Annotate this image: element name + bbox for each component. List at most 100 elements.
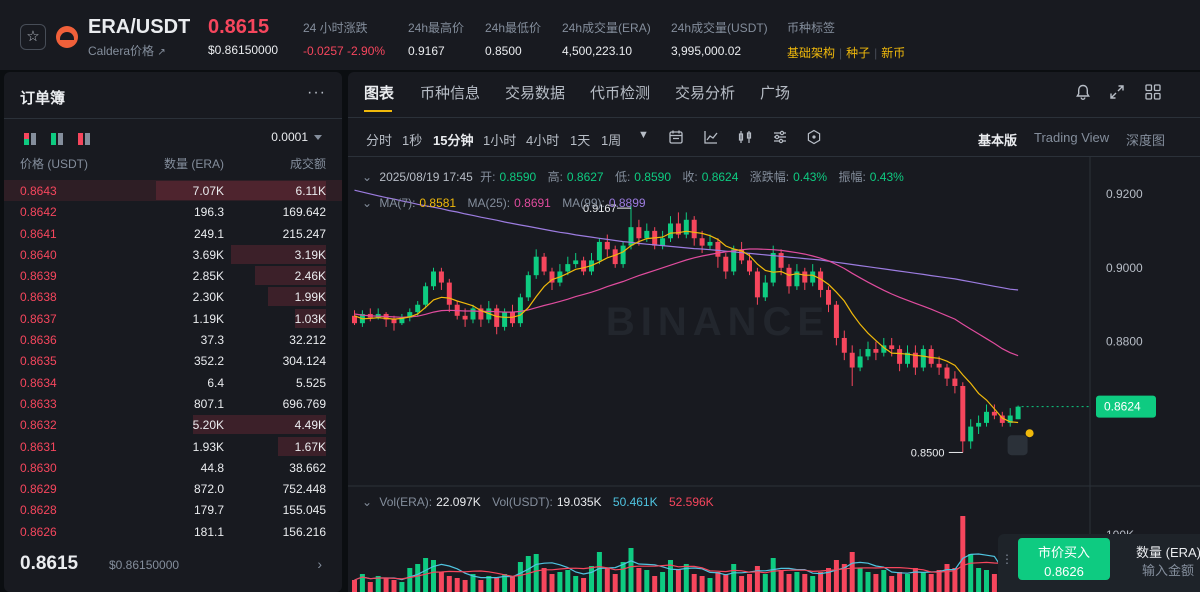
ask-row[interactable]: 0.8631 1.93K 1.67K <box>4 436 342 457</box>
fullscreen-icon[interactable] <box>1108 83 1126 101</box>
interval-1h[interactable]: 1小时 <box>483 133 517 148</box>
ask-price: 0.8630 <box>20 460 57 475</box>
ask-total: 1.99K <box>294 290 326 305</box>
more-options-icon[interactable]: ··· <box>307 84 326 101</box>
tag-new-coin[interactable]: 新币 <box>881 46 906 60</box>
coin-price-link[interactable]: Caldera价格 ↗ <box>88 42 166 59</box>
stat-24h-low: 24h最低价 0.8500 <box>485 19 541 58</box>
interval-timeline[interactable]: 分时 <box>366 133 393 148</box>
precision-select[interactable]: 0.0001 <box>271 130 322 144</box>
tag-infrastructure[interactable]: 基础架构 <box>787 46 836 60</box>
market-buy-button[interactable]: 市价买入 0.8626 <box>1018 538 1110 580</box>
view-bids-icon[interactable] <box>51 133 63 145</box>
legend-collapse-icon[interactable]: ⌄ <box>362 196 373 210</box>
favorite-star-icon[interactable]: ☆ <box>20 24 46 50</box>
tab-square[interactable]: 广场 <box>760 85 791 102</box>
ask-row[interactable]: 0.8628 179.7 155.045 <box>4 499 342 520</box>
tab-chart[interactable]: 图表 <box>364 85 395 102</box>
calendar-icon[interactable] <box>668 129 684 145</box>
view-depth[interactable]: 深度图 <box>1126 133 1166 148</box>
interval-1d[interactable]: 1天 <box>570 133 591 148</box>
ask-row[interactable]: 0.8634 6.4 5.525 <box>4 372 342 393</box>
interval-1w[interactable]: 1周 <box>601 133 622 148</box>
ask-row[interactable]: 0.8639 2.85K 2.46K <box>4 265 342 286</box>
interval-1s[interactable]: 1秒 <box>402 133 423 148</box>
candle <box>905 352 910 364</box>
ma7-value: 0.8581 <box>419 196 457 210</box>
candle <box>920 349 926 368</box>
volume-bar <box>415 564 421 592</box>
layout-icon[interactable] <box>1144 83 1162 101</box>
candlestick-chart[interactable]: BINANCE 0.9200 0.9000 0.8800 0.9167 0.8500 0.8… <box>348 157 1200 592</box>
ask-price: 0.8636 <box>20 333 57 348</box>
ask-row[interactable]: 0.8626 181.1 156.216 <box>4 521 342 542</box>
tab-trading-data[interactable]: 交易数据 <box>505 85 566 102</box>
header-last-price: 0.8615 <box>208 16 270 38</box>
candle <box>604 241 610 250</box>
candle-type-icon[interactable] <box>737 129 753 145</box>
view-trading-view[interactable]: Trading View <box>1034 130 1110 145</box>
volume-ma2-line <box>354 561 1019 581</box>
ask-price: 0.8638 <box>20 290 57 305</box>
ask-row[interactable]: 0.8640 3.69K 3.19K <box>4 244 342 265</box>
ask-row[interactable]: 0.8643 7.07K 6.11K <box>4 180 342 202</box>
watermark: BINANCE <box>606 300 830 344</box>
legend-collapse-icon[interactable]: ⌄ <box>362 495 373 509</box>
ask-row[interactable]: 0.8632 5.20K 4.49K <box>4 414 342 435</box>
volume-bar <box>596 552 602 592</box>
stat-24h-volume-era: 24h成交量(ERA) 4,500,223.10 <box>562 19 651 58</box>
ask-qty: 1.19K <box>192 311 224 326</box>
ask-row[interactable]: 0.8641 249.1 215.247 <box>4 223 342 244</box>
ask-total: 6.11K <box>295 184 326 198</box>
interval-4h[interactable]: 4小时 <box>526 133 560 148</box>
volume-bar <box>494 578 500 592</box>
bell-icon[interactable] <box>1074 83 1092 101</box>
drag-handle-icon[interactable]: ⋮ <box>1001 552 1013 566</box>
coin-logo <box>56 26 78 48</box>
view-basic[interactable]: 基本版 <box>978 133 1018 148</box>
ask-row[interactable]: 0.8637 1.19K 1.03K <box>4 308 342 329</box>
volume-bar <box>407 568 413 592</box>
y-tick-label: 0.9000 <box>1106 261 1143 275</box>
note-badge-icon[interactable] <box>1007 435 1028 456</box>
chart-panel: 图表 币种信息 交易数据 代币检测 交易分析 广场 分时 1秒 15分钟 1小时… <box>348 72 1200 592</box>
ask-total: 1.03K <box>294 311 326 326</box>
symbol-title[interactable]: ERA/USDT <box>88 16 191 38</box>
volume-bar <box>581 578 587 592</box>
amount-input[interactable]: 输入金额 <box>1142 563 1195 578</box>
volume-bar <box>541 568 547 592</box>
stat-24h-high: 24h最高价 0.9167 <box>408 19 464 58</box>
ask-qty: 179.7 <box>193 503 224 518</box>
ask-row[interactable]: 0.8635 352.2 304.124 <box>4 350 342 371</box>
volume-ma1-line <box>354 553 1019 581</box>
ask-row[interactable]: 0.8630 44.8 38.662 <box>4 457 342 478</box>
settings-sliders-icon[interactable] <box>772 129 788 145</box>
volume-bar <box>462 580 468 592</box>
drawing-tools-icon[interactable] <box>806 129 822 145</box>
ask-row[interactable]: 0.8642 196.3 169.642 <box>4 201 342 222</box>
view-asks-icon[interactable] <box>78 133 90 145</box>
ma99-label: MA(99): <box>562 196 605 210</box>
tab-coin-info[interactable]: 币种信息 <box>420 85 481 102</box>
ask-price: 0.8631 <box>20 439 57 454</box>
ask-row[interactable]: 0.8636 37.3 32.212 <box>4 329 342 350</box>
volume-bar <box>881 570 887 592</box>
interval-15m[interactable]: 15分钟 <box>433 133 474 148</box>
chevron-right-icon[interactable]: › <box>317 556 322 572</box>
tab-trade-analysis[interactable]: 交易分析 <box>675 85 736 102</box>
candle <box>636 227 642 239</box>
volume-bar <box>620 562 626 592</box>
ask-total: 155.045 <box>282 503 326 518</box>
ask-row[interactable]: 0.8633 807.1 696.769 <box>4 393 342 414</box>
stat-value: -0.0257 -2.90% <box>303 44 386 58</box>
view-both-icon[interactable] <box>24 133 36 145</box>
volume-bar <box>810 576 816 592</box>
tag-seed[interactable]: 种子 <box>846 46 871 60</box>
legend-collapse-icon[interactable]: ⌄ <box>362 170 373 184</box>
indicator-icon[interactable] <box>703 129 719 145</box>
interval-dropdown-caret-icon[interactable]: ▼ <box>638 129 649 141</box>
tab-token-check[interactable]: 代币检测 <box>590 85 651 102</box>
ask-row[interactable]: 0.8638 2.30K 1.99K <box>4 286 342 307</box>
candle <box>778 253 784 268</box>
ask-row[interactable]: 0.8629 872.0 752.448 <box>4 478 342 499</box>
